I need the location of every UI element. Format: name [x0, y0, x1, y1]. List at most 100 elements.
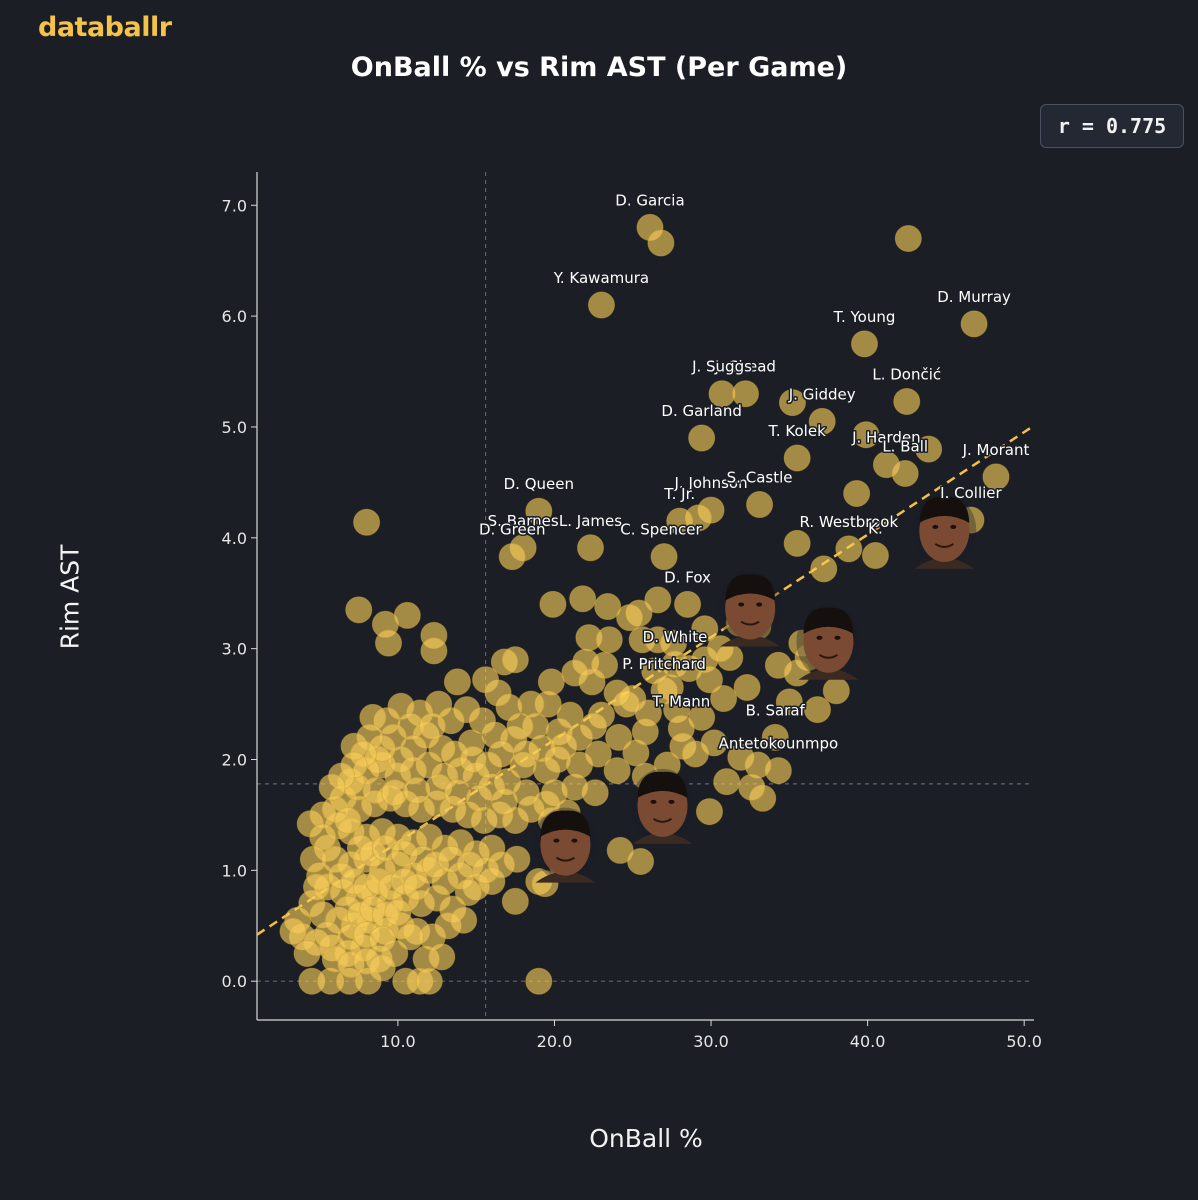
- data-point: [561, 659, 589, 687]
- player-headshot: [796, 604, 861, 680]
- data-point: [810, 555, 838, 583]
- headshot-hair: [803, 607, 854, 634]
- data-point: [783, 444, 811, 472]
- player-label: J. Giddey: [788, 385, 856, 403]
- headshot-neck: [720, 635, 781, 647]
- player-label: C. Spencer: [620, 521, 702, 539]
- data-point: [960, 310, 988, 338]
- data-point: [384, 898, 412, 926]
- data-point: [454, 879, 482, 907]
- headshot-neck: [632, 832, 693, 844]
- headshot-eye: [834, 635, 841, 640]
- player-label: D. Garcia: [615, 191, 684, 209]
- brand-logo: databallr: [38, 12, 172, 43]
- data-point: [313, 921, 341, 949]
- data-point: [822, 677, 850, 705]
- y-tick-label: 7.0: [222, 196, 247, 215]
- player-label: J. Suggs: [691, 358, 752, 376]
- data-point: [302, 873, 330, 901]
- data-point: [733, 673, 761, 701]
- player-label: D. White: [643, 628, 708, 646]
- headshot-hair: [919, 496, 970, 523]
- data-point: [650, 543, 678, 571]
- data-point: [293, 939, 321, 967]
- player-label: L. James: [559, 512, 622, 530]
- y-tick-label: 1.0: [222, 861, 247, 880]
- x-tick-label: 10.0: [380, 1032, 416, 1051]
- x-tick-label: 40.0: [850, 1032, 886, 1051]
- player-headshot: [630, 768, 695, 844]
- headshot-eye: [932, 524, 939, 529]
- data-point: [279, 917, 307, 945]
- headshot-hair: [725, 574, 776, 601]
- x-axis-label: OnBall %: [589, 1124, 703, 1153]
- player-headshots: [533, 493, 977, 883]
- data-point: [695, 798, 723, 826]
- data-point: [738, 773, 766, 801]
- player-label: J. Johnson: [674, 474, 748, 492]
- headshot-eye: [738, 602, 745, 607]
- data-point: [713, 768, 741, 796]
- data-point: [428, 943, 456, 971]
- data-point: [850, 330, 878, 358]
- data-point: [418, 712, 446, 740]
- player-label: K.: [868, 520, 883, 538]
- data-point: [616, 604, 644, 632]
- correlation-badge: r = 0.775: [1040, 104, 1184, 148]
- player-label: I. Collier: [940, 484, 1002, 502]
- data-point: [595, 626, 623, 654]
- data-point: [775, 688, 803, 716]
- headshot-mouth: [818, 653, 839, 659]
- headshot-eye: [950, 524, 957, 529]
- data-point: [644, 586, 672, 614]
- headshot-hair: [637, 771, 688, 798]
- headshot-eye: [553, 838, 560, 843]
- headshot-neck: [914, 557, 975, 569]
- data-point: [318, 773, 346, 801]
- player-label: J. Harden: [851, 429, 921, 447]
- data-point: [594, 593, 622, 621]
- data-point: [631, 718, 659, 746]
- data-point: [353, 508, 381, 536]
- data-point: [647, 229, 675, 257]
- data-point: [299, 845, 327, 873]
- data-point: [415, 967, 443, 995]
- player-label: L. Ball: [882, 438, 928, 456]
- player-label: B. Saraf: [746, 701, 806, 719]
- player-label: D. Green: [479, 521, 546, 539]
- data-point: [852, 421, 880, 449]
- x-tick-label: 50.0: [1006, 1032, 1042, 1051]
- data-point: [501, 887, 529, 915]
- y-tick-label: 3.0: [222, 640, 247, 659]
- headshot-eye: [668, 799, 675, 804]
- headshot-eye: [816, 635, 823, 640]
- player-label: D. Fox: [664, 568, 711, 586]
- player-label: D. Queen: [504, 475, 574, 493]
- player-label: P. Pritchard: [622, 655, 706, 673]
- player-label: T. Jr.: [663, 485, 695, 503]
- data-point: [656, 673, 684, 701]
- player-label: J. Morant: [962, 441, 1030, 459]
- data-point: [587, 291, 615, 319]
- player-label: Y. Kawamura: [553, 269, 649, 287]
- data-point: [893, 387, 921, 415]
- point-labels: D. Garcia Y. Kawamura D. Murray T. Young J. …: [477, 190, 1031, 754]
- data-point: [591, 651, 619, 679]
- data-point: [503, 845, 531, 873]
- headshot-eye: [571, 838, 578, 843]
- data-point: [525, 967, 553, 995]
- player-headshot: [912, 493, 977, 569]
- data-point: [804, 696, 832, 724]
- headshot-neck: [535, 871, 596, 883]
- data-point: [746, 491, 774, 519]
- player-label: L. Dončić: [872, 365, 941, 383]
- data-point: [778, 389, 806, 417]
- data-point: [891, 460, 919, 488]
- data-point: [761, 723, 789, 751]
- player-label: D. Murray: [937, 288, 1011, 306]
- data-point: [843, 479, 871, 507]
- data-point: [584, 740, 612, 768]
- data-points: [279, 213, 1010, 995]
- headshot-mouth: [934, 543, 954, 548]
- axes: 0.0 1.0 2.0 3.0 4.0 5.0 6.0 7.0 10.0 20.0 30.0 40.0…: [222, 172, 1042, 1051]
